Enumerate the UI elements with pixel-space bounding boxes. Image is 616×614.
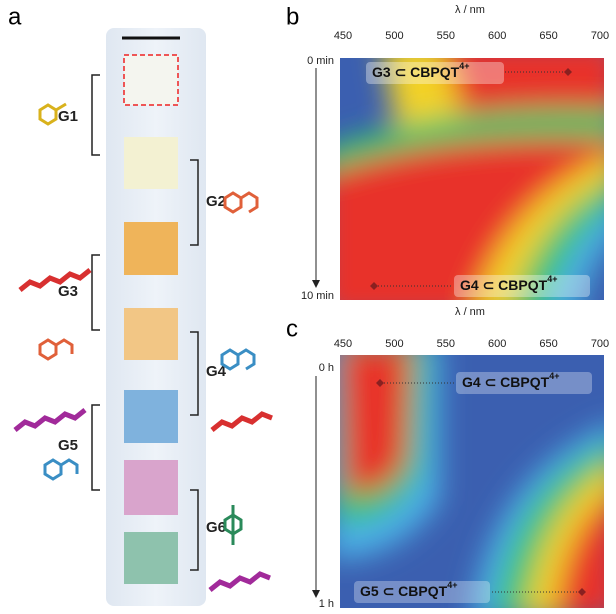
wavelength-tick: 550	[437, 338, 455, 350]
arrow-head	[312, 590, 320, 598]
wavelength-tick: 550	[437, 30, 455, 42]
annotation: G4 ⊂ CBPQT4+	[460, 274, 557, 292]
arrow-head	[312, 280, 320, 288]
wavelength-tick: 650	[539, 30, 557, 42]
wavelength-tick: 450	[334, 30, 352, 42]
step-label: G2	[206, 193, 226, 210]
time-end: 1 h	[319, 598, 334, 610]
panel-label: a	[8, 3, 22, 30]
figure: a G1G2G3G4G5G6	[0, 0, 616, 614]
panel-label: c	[286, 315, 298, 342]
wavelength-tick: 700	[591, 30, 609, 42]
annotation: G5 ⊂ CBPQT4+	[360, 580, 457, 598]
axis-title: λ / nm	[455, 4, 485, 16]
step-label: G5	[58, 437, 78, 454]
wavelength-tick: 600	[488, 30, 506, 42]
annotation: G3 ⊂ CBPQT4+	[372, 61, 469, 79]
wavelength-tick: 500	[385, 338, 403, 350]
wavelength-tick: 700	[591, 338, 609, 350]
step-label: G6	[206, 519, 226, 536]
wavelength-tick: 500	[385, 30, 403, 42]
panel-label: b	[286, 3, 299, 30]
step-label: G3	[58, 283, 78, 300]
step-label: G1	[58, 108, 78, 125]
wavelength-tick: 650	[539, 338, 557, 350]
time-start: 0 min	[307, 55, 334, 67]
wavelength-tick: 600	[488, 338, 506, 350]
time-end: 10 min	[301, 290, 334, 302]
annotation: G4 ⊂ CBPQT4+	[462, 371, 559, 389]
wavelength-tick: 450	[334, 338, 352, 350]
time-start: 0 h	[319, 362, 334, 374]
axis-title: λ / nm	[455, 306, 485, 318]
